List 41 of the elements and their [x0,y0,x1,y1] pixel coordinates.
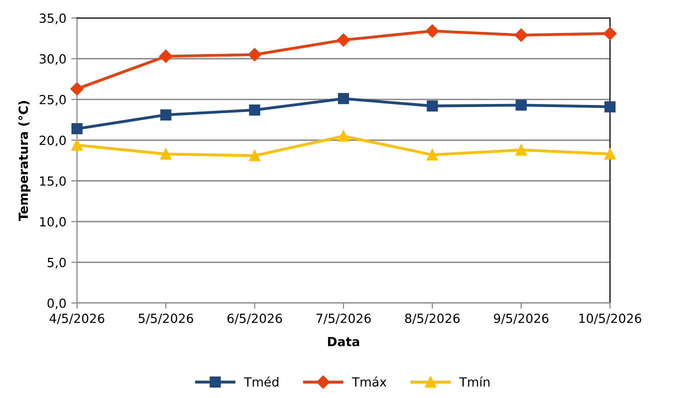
y-tick-label: 15,0 [40,176,66,188]
y-tick-label: 0,0 [48,298,66,310]
point [426,24,439,38]
y-tick-label: 25,0 [40,94,66,106]
point [70,82,84,96]
y-tick-label: 35,0 [40,13,66,24]
point [603,26,617,40]
point [336,33,350,47]
point [604,101,616,112]
point [338,93,350,104]
x-tick-label: 4/5/2026 [50,314,104,324]
x-tick-label: 10/5/2026 [579,314,642,324]
point [338,130,350,142]
y-tick-label: 30,0 [40,54,66,65]
point [249,104,260,116]
y-tick-label: 20,0 [40,136,66,146]
point [71,123,83,134]
point [71,139,83,151]
point [248,48,262,62]
legend-label: Tméd [244,376,278,387]
x-tick-label: 6/5/2026 [227,314,282,324]
point [159,50,172,63]
y-tick-label: 10,0 [40,217,66,228]
point [516,100,527,111]
point [160,109,172,120]
point [604,148,616,160]
x-tick-label: 5/5/2026 [138,314,194,324]
point [160,148,172,160]
point [514,28,528,42]
x-tick-label: 8/5/2026 [405,314,460,324]
x-tick-label: 9/5/2026 [494,314,548,324]
point [426,100,438,112]
y-tick-label: 5,0 [48,258,66,268]
point [249,150,260,162]
point [426,149,438,160]
y-axis-title: Temperatura (°C) [18,101,30,221]
point [516,144,527,156]
x-tick-label: 7/5/2026 [316,314,371,324]
x-axis-title: Data [328,337,360,346]
legend-label: Tmín [459,376,490,386]
legend-label: Tmáx [352,376,386,387]
